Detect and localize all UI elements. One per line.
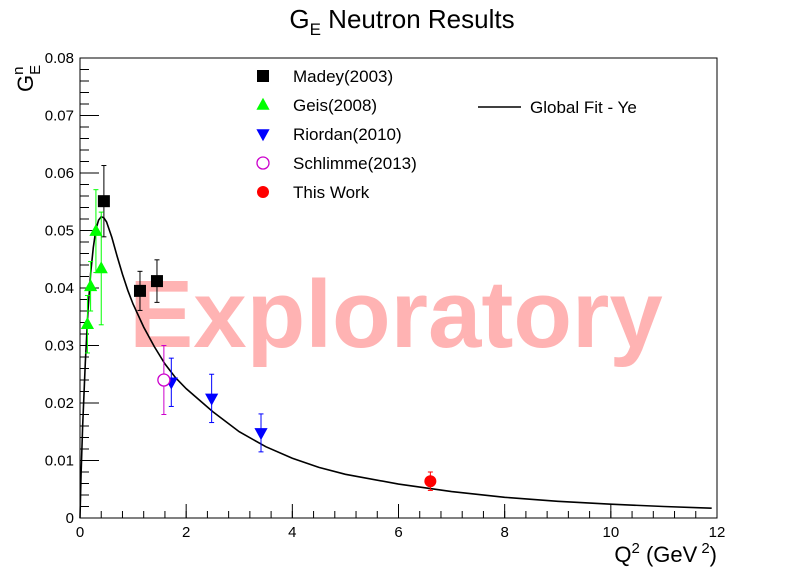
y-tick-label: 0.03	[45, 338, 74, 355]
x-axis-title: Q2 (GeV 2)	[614, 540, 717, 567]
legend-label: Geis(2008)	[293, 96, 377, 115]
y-tick-label: 0	[66, 510, 74, 527]
legend-marker	[256, 129, 270, 142]
y-tick-label: 0.06	[45, 165, 74, 182]
legend-marker	[256, 156, 270, 170]
x-tick-label: 10	[602, 524, 619, 541]
x-tick-label: 2	[182, 524, 190, 541]
y-tick-label: 0.07	[45, 108, 74, 125]
y-tick-label: 0.01	[45, 453, 74, 470]
data-point	[94, 261, 108, 274]
legend-marker	[256, 97, 270, 110]
legend-label: Madey(2003)	[293, 67, 393, 86]
legend: Madey(2003) Geis(2008) Riordan(2010) Schlim…	[256, 67, 637, 202]
legend-marker	[257, 186, 269, 198]
points-layer	[80, 165, 437, 491]
legend-marker	[257, 70, 269, 82]
y-tick-label: 0.04	[45, 280, 74, 297]
data-point	[89, 223, 103, 236]
x-tick-label: 8	[500, 524, 508, 541]
fit-layer	[79, 215, 712, 519]
x-tick-label: 6	[394, 524, 402, 541]
watermark: Exploratory	[129, 261, 662, 368]
data-point	[424, 475, 437, 488]
x-tick-label: 12	[709, 524, 726, 541]
y-tick-label: 0.05	[45, 223, 74, 240]
data-point	[80, 317, 95, 330]
chart-title: GE Neutron Results	[289, 4, 514, 39]
axes: 0 2 4 6 8 10 12 0 0.01 0.02 0.03 0.04 0.05 0.06 0.07 0.…	[45, 50, 726, 541]
legend-label: Schlimme(2013)	[293, 154, 417, 173]
legend-fit-label: Global Fit - Ye	[530, 98, 637, 117]
data-point	[254, 428, 268, 441]
y-axis-title: GEn	[10, 65, 44, 92]
y-tick-label: 0.08	[45, 50, 74, 67]
data-point	[97, 195, 110, 208]
x-tick-label: 4	[288, 524, 296, 541]
data-point	[84, 279, 98, 292]
fit-curve	[79, 215, 712, 519]
x-tick-label: 0	[76, 524, 84, 541]
data-point	[133, 284, 146, 297]
data-point	[205, 393, 219, 406]
data-point	[150, 275, 163, 288]
legend-label: This Work	[293, 183, 370, 202]
y-tick-label: 0.02	[45, 395, 74, 412]
data-point	[157, 373, 171, 387]
legend-label: Riordan(2010)	[293, 125, 402, 144]
